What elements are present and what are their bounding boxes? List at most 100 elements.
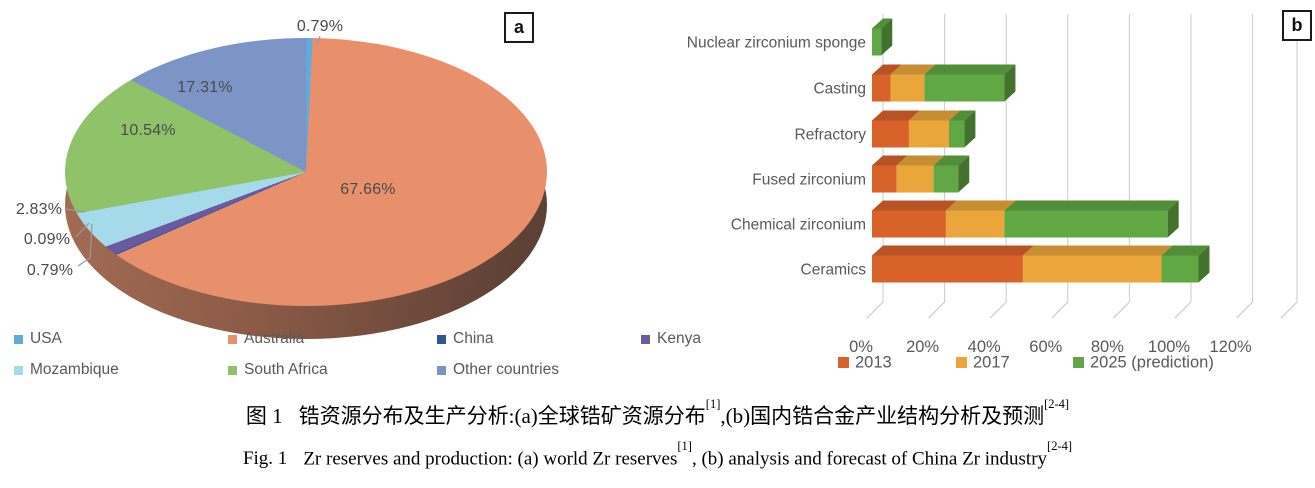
bar-panel: 0% 20% 40% 60% 80% 100% 120% Nuclear zirconium … xyxy=(660,0,1315,390)
caption-zh-text-2: ,(b)国内锆合金产业结构分析及预测 xyxy=(720,404,1045,428)
bar-top-face xyxy=(1022,245,1173,256)
pie-legend-item-australia: Australia xyxy=(228,330,304,348)
pie-percent-label-south-africa: 10.54% xyxy=(120,122,176,139)
bar-top-face xyxy=(896,155,945,166)
legend-label: South Africa xyxy=(244,361,328,378)
legend-swatch xyxy=(14,334,23,344)
figure-number-en: Fig. 1 xyxy=(242,448,288,470)
pie-percent-label-other-countries: 17.31% xyxy=(177,79,233,96)
pie-legend-item-china: China xyxy=(437,330,494,348)
bar-segment-2025prediction xyxy=(1004,210,1168,238)
x-tick-label: 100% xyxy=(1148,338,1191,356)
axis-tick xyxy=(1113,301,1130,319)
legend-swatch xyxy=(641,334,650,344)
x-tick-label: 0% xyxy=(849,338,873,356)
bar-top-face xyxy=(872,155,908,166)
pie-panel: 0.79% 67.66% 0.09% 0.79% 2.83% 10.54% 17.31% a… xyxy=(0,0,701,390)
caption-zh-ref-2: [2-4] xyxy=(1044,397,1070,411)
bar-side-face xyxy=(958,155,970,193)
bar-legend-swatch xyxy=(956,357,967,368)
category-label: Fused zirconium xyxy=(752,172,866,189)
bar-side-face xyxy=(881,18,893,56)
bar-top-face xyxy=(945,200,1016,211)
bar-side-face xyxy=(1167,200,1179,238)
pie-percent-label-australia: 67.66% xyxy=(340,181,396,198)
bar-top-face xyxy=(908,110,960,121)
bar-top-face xyxy=(872,110,920,121)
caption-zh-ref-1: [1] xyxy=(705,397,721,411)
bar-segment-2013 xyxy=(872,165,897,193)
bar-top-face xyxy=(872,64,902,75)
legend-swatch xyxy=(228,365,237,375)
bar-segment-2017 xyxy=(908,120,949,148)
x-tick-label: 120% xyxy=(1209,338,1252,356)
legend-label: Other countries xyxy=(453,361,559,378)
legend-swatch xyxy=(437,334,446,344)
bar-segment-2013 xyxy=(872,210,946,238)
x-tick-label: 40% xyxy=(968,338,1001,356)
legend-label: Kenya xyxy=(657,330,701,347)
bar-top-face xyxy=(949,110,976,121)
caption-en-ref-1: [1] xyxy=(677,439,692,453)
legend-label: China xyxy=(453,330,494,347)
panel-a-label: a xyxy=(504,12,534,43)
figure-number-zh: 图 1 xyxy=(245,404,283,428)
pie-chart xyxy=(65,38,547,306)
legend-swatch xyxy=(14,365,23,375)
caption-zh-text-1: 锆资源分布及生产分析:(a)全球锆矿资源分布 xyxy=(298,404,706,428)
category-label: Chemical zirconium xyxy=(731,217,866,234)
bar-segment-2025prediction xyxy=(924,74,1005,102)
bar-top-face xyxy=(872,200,957,211)
pie-percent-label-usa: 0.79% xyxy=(296,18,344,35)
bar-top-face xyxy=(890,64,936,75)
category-label: Nuclear zirconium sponge xyxy=(687,35,866,52)
bar-segment-2013 xyxy=(872,255,1023,283)
bar-legend-swatch xyxy=(838,357,849,368)
bar-segment-2013 xyxy=(872,120,909,148)
x-tick-label: 80% xyxy=(1091,338,1124,356)
caption-chinese: 图 1 锆资源分布及生产分析:(a)全球锆矿资源分布[1],(b)国内锆合金产业结… xyxy=(0,397,1315,430)
axis-tick xyxy=(1051,301,1069,319)
pie-legend-item-usa: USA xyxy=(14,330,62,348)
bar-segment-2025prediction xyxy=(1161,255,1199,283)
pie-legend-item-other-countries: Other countries xyxy=(437,361,559,379)
bar-legend-swatch xyxy=(1073,357,1084,368)
caption-en-ref-2: [2-4] xyxy=(1047,439,1073,453)
caption-en-text-2: , (b) analysis and forecast of China Zr … xyxy=(691,448,1048,470)
bar-top-face xyxy=(924,64,1016,75)
panel-b-label: b xyxy=(1282,10,1312,41)
bar-top-face xyxy=(872,245,1034,256)
bar-top-face xyxy=(1161,245,1210,256)
category-label: Ceramics xyxy=(801,262,867,279)
bar-legend-label: 2013 xyxy=(855,354,892,372)
pie-percent-label-mozambique: 2.83% xyxy=(15,201,63,218)
axis-tick xyxy=(1236,301,1253,319)
bar-segment-2017 xyxy=(1022,255,1162,283)
bar-top-face xyxy=(872,18,893,29)
pie-legend-item-kenya: Kenya xyxy=(641,330,701,348)
legend-swatch xyxy=(228,334,237,344)
bar-segment-2013 xyxy=(872,74,891,102)
caption-english: Fig. 1 Zr reserves and production: (a) wo… xyxy=(0,439,1315,470)
pie-legend-item-south-africa: South Africa xyxy=(228,361,328,379)
axis-tick xyxy=(989,301,1007,319)
axis-tick xyxy=(1174,301,1192,319)
bar-segment-2017 xyxy=(945,210,1005,238)
bar-segment-2017 xyxy=(890,74,925,102)
pie-percent-label-china: 0.09% xyxy=(23,231,71,248)
axis-tick xyxy=(866,301,884,319)
legend-label: Mozambique xyxy=(30,361,119,378)
category-label: Refractory xyxy=(795,127,867,144)
bar-side-face xyxy=(1004,64,1016,102)
legend-label: Australia xyxy=(244,330,305,347)
bar-segment-2025prediction xyxy=(933,165,959,193)
pie-percent-label-kenya: 0.79% xyxy=(26,262,74,279)
bar-segment-2025prediction xyxy=(949,120,965,148)
x-tick-label: 20% xyxy=(906,338,939,356)
bar-top-face xyxy=(1004,200,1179,211)
caption-en-text-1: Zr reserves and production: (a) world Zr… xyxy=(303,448,678,470)
axis-tick xyxy=(1280,301,1298,319)
bar-legend-label: 2025 (prediction) xyxy=(1090,354,1214,372)
bar-side-face xyxy=(964,110,976,148)
bar-top-face xyxy=(933,155,970,166)
